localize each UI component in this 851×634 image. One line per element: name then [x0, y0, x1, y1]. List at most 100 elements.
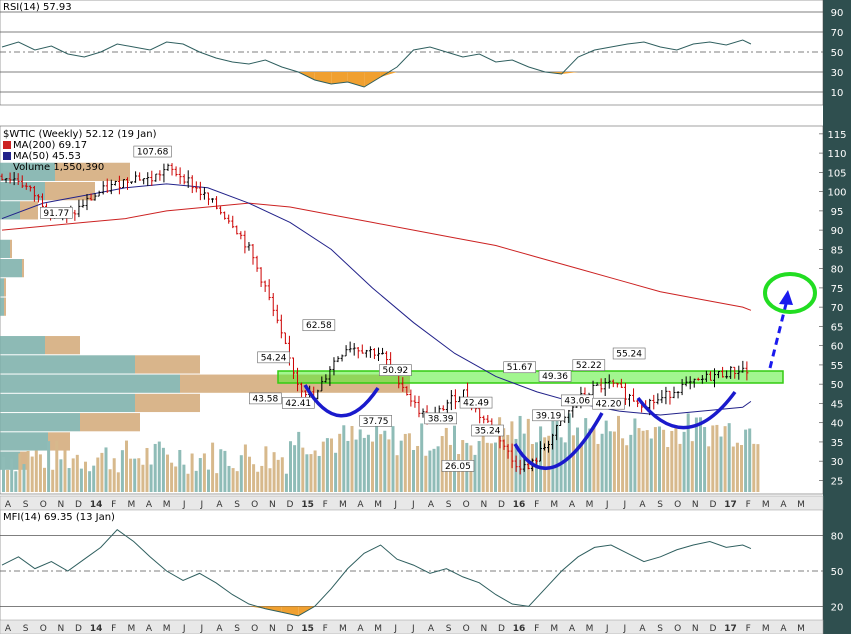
- volume-bar: [79, 468, 83, 492]
- volume-bar: [649, 438, 653, 492]
- month-label: A: [780, 500, 787, 510]
- y-tick-label: 70: [831, 303, 844, 314]
- volume-bar: [88, 471, 92, 492]
- y-tick-label: 85: [831, 245, 844, 256]
- volume-bar: [506, 434, 510, 492]
- volume-bar: [658, 426, 661, 492]
- volume-bar: [38, 454, 42, 492]
- callout-box: [538, 370, 572, 382]
- callout-label: 43.06: [564, 396, 590, 406]
- legend-label: Volume 1,550,390: [13, 162, 104, 173]
- fill-segment: [248, 606, 266, 609]
- callout-box: [572, 359, 606, 371]
- callout-label: 35.24: [475, 427, 501, 437]
- volume-bar: [22, 464, 26, 492]
- volume-bar: [756, 444, 760, 492]
- volume-bar: [576, 427, 579, 492]
- month-label: 16: [513, 500, 526, 510]
- month-label: M: [762, 624, 770, 634]
- callout-box: [133, 145, 172, 158]
- axis-strip: [0, 495, 824, 511]
- volume-bar: [489, 443, 493, 492]
- volume-bar: [362, 437, 366, 492]
- vbp-bar-tan: [80, 413, 140, 432]
- callout-label: 62.58: [306, 321, 332, 331]
- callout-box: [459, 396, 493, 409]
- y-tick-label: 100: [827, 188, 846, 199]
- volume-bar: [399, 440, 403, 492]
- vbp-bar-tan: [4, 278, 6, 297]
- month-label: M: [586, 624, 594, 634]
- vbp-bar-tan: [4, 297, 6, 316]
- volume-bar: [313, 450, 317, 492]
- top-month-axis: A S O N D 14 F M A M J J A S O N D 15 F M A M J J A S O N D 16 F M A M J J A…: [0, 495, 824, 511]
- volume-bar: [686, 413, 690, 492]
- volume-bar: [301, 447, 305, 492]
- volume-bar: [10, 458, 14, 492]
- volume-bar: [112, 458, 116, 492]
- month-label: O: [40, 624, 47, 634]
- volume-bar: [325, 438, 329, 492]
- volume-bar: [309, 454, 313, 492]
- target-circle: [763, 272, 817, 314]
- volume-bar: [108, 469, 112, 492]
- volume-bar: [280, 457, 284, 492]
- vbp-bar-teal: [0, 393, 135, 413]
- volume-bar: [264, 446, 268, 492]
- month-label: 15: [301, 624, 314, 634]
- vbp-bar-tan: [20, 451, 28, 470]
- y-tick-label: 75: [831, 284, 844, 295]
- volume-bar: [239, 455, 243, 492]
- volume-bar: [563, 442, 567, 492]
- month-label: O: [251, 624, 258, 634]
- fill-segment: [364, 72, 381, 87]
- volume-bar: [346, 440, 350, 492]
- callout-label: 37.75: [363, 417, 389, 427]
- volume-bar: [338, 433, 342, 492]
- vbp-bar-teal: [0, 432, 48, 451]
- price-y-axis: 115 110 105 100 95 90 85 80 75 70 65 60 55 50 45 40 35 30…: [819, 130, 847, 487]
- volume-bar: [190, 453, 194, 492]
- volume-bar: [289, 441, 292, 492]
- month-label: M: [163, 500, 171, 510]
- volume-bar: [416, 445, 420, 492]
- volume-bar: [30, 456, 34, 492]
- level-label: 50: [831, 48, 844, 59]
- month-label: D: [75, 500, 82, 510]
- callout-box: [424, 412, 457, 425]
- month-label: J: [605, 624, 609, 634]
- level-label: 90: [831, 8, 844, 19]
- volume-bar: [116, 472, 120, 492]
- callout-label: 50.92: [383, 366, 409, 376]
- volume-bar: [699, 417, 702, 492]
- vbp-bar-teal: [0, 278, 4, 297]
- callout-label: 107.68: [137, 148, 169, 158]
- vbp-bar-teal: [0, 413, 80, 432]
- volume-bar: [412, 449, 415, 492]
- volume-bar: [621, 438, 625, 492]
- vbp-bar-tan: [45, 336, 80, 355]
- cup-arc-2016b: [636, 390, 737, 430]
- month-label: M: [586, 500, 594, 510]
- month-label: S: [23, 500, 29, 510]
- month-label: A: [428, 624, 435, 634]
- vbp-bar-teal: [0, 239, 10, 259]
- vbp-bar-teal: [0, 181, 45, 201]
- volume-bar: [157, 441, 161, 492]
- fill-segment: [561, 72, 579, 74]
- volume-bar: [629, 434, 633, 492]
- volume-bar: [432, 448, 436, 492]
- volume-bar: [584, 418, 588, 492]
- volume-bar: [202, 453, 206, 492]
- month-label: A: [357, 624, 364, 634]
- volume-bar: [641, 430, 645, 492]
- month-label: 16: [513, 624, 526, 634]
- volume-bar: [498, 417, 502, 492]
- month-label: S: [657, 500, 663, 510]
- volume-bar: [133, 458, 137, 492]
- month-label: S: [23, 624, 29, 634]
- volume-bar: [502, 428, 506, 492]
- month-label: M: [550, 624, 558, 634]
